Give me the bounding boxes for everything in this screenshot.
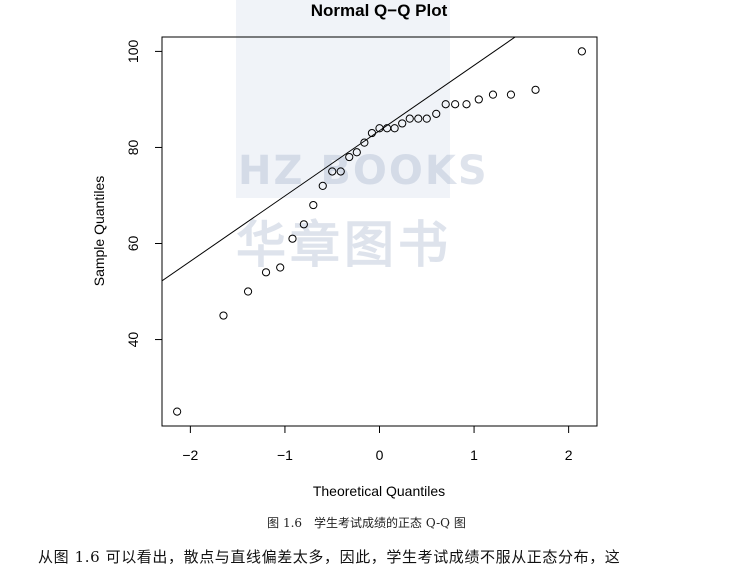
data-point [243, 287, 253, 296]
body-paragraph: 从图 1.6 可以看出，散点与直线偏差太多，因此，学生考试成绩不服从正态分布，这 [38, 548, 621, 566]
x-axis-label: Theoretical Quantiles [313, 483, 445, 499]
x-tick-label: −2 [182, 447, 198, 463]
data-point [328, 167, 337, 176]
x-tick-label: −1 [277, 447, 293, 463]
data-point [288, 234, 297, 243]
data-point [462, 100, 471, 109]
data-point [299, 220, 308, 229]
data-point [261, 268, 271, 277]
data-point [488, 90, 498, 99]
data-point [451, 100, 460, 109]
data-point [390, 124, 399, 133]
data-point [309, 200, 318, 210]
reference-line [162, 37, 516, 282]
data-point [405, 114, 414, 123]
data-point [577, 47, 586, 56]
data-point [345, 152, 354, 162]
x-axis: −2 −1 0 1 2 [182, 426, 573, 463]
y-tick-label: 80 [125, 139, 141, 155]
data-point [531, 85, 540, 94]
data-point [318, 181, 327, 190]
data-point [360, 138, 369, 147]
data-point [414, 114, 423, 123]
y-axis: 40 60 80 100 [125, 40, 162, 348]
x-tick-label: 2 [565, 447, 573, 463]
figure-caption: 图 1.6 学生考试成绩的正态 Q-Q 图 [267, 516, 466, 530]
data-point [336, 167, 345, 176]
data-point [474, 95, 483, 104]
data-point [219, 311, 228, 320]
plot-frame [161, 36, 598, 427]
data-point [276, 263, 285, 272]
data-point [173, 407, 182, 416]
y-tick-label: 40 [125, 332, 141, 348]
x-tick-label: 1 [470, 447, 478, 463]
y-tick-label: 60 [125, 236, 141, 252]
data-point [432, 109, 441, 118]
qq-plot: Normal Q−Q Plot −2 −1 0 1 2 40 60 80 100 Theore… [91, 1, 598, 499]
data-point [506, 90, 516, 99]
data-point [367, 128, 377, 138]
y-tick-label: 100 [125, 40, 141, 64]
data-points [173, 47, 586, 416]
data-point [441, 100, 450, 109]
data-point [398, 119, 407, 128]
data-point [352, 148, 361, 157]
chart-title: Normal Q−Q Plot [311, 1, 448, 20]
y-axis-label: Sample Quantiles [91, 176, 107, 287]
x-tick-label: 0 [376, 447, 384, 463]
data-point [422, 114, 431, 123]
